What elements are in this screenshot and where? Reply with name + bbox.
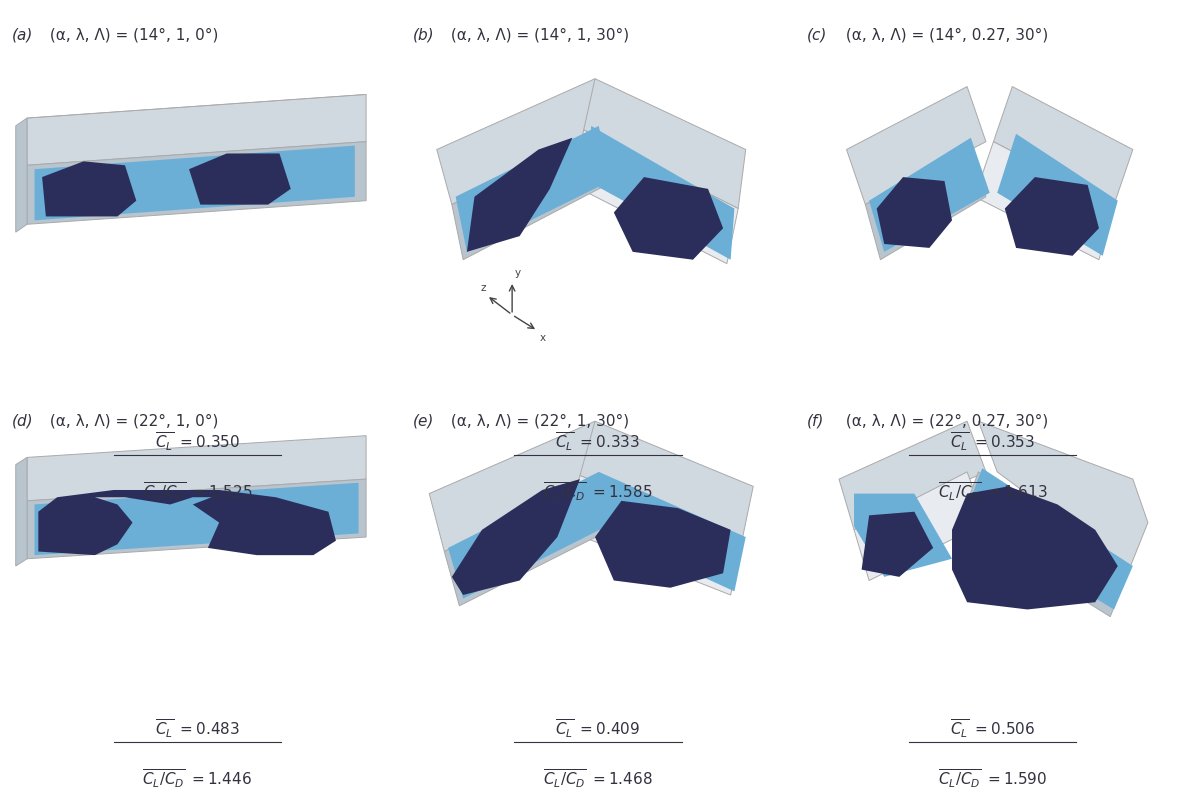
- Polygon shape: [35, 482, 359, 555]
- Polygon shape: [42, 161, 136, 216]
- Polygon shape: [429, 421, 610, 552]
- Text: $\overline{C_L/C_D}$ $= 1.613$: $\overline{C_L/C_D}$ $= 1.613$: [938, 480, 1048, 503]
- Polygon shape: [16, 118, 28, 232]
- Text: $\overline{C_L}$ $= 0.350$: $\overline{C_L}$ $= 0.350$: [154, 430, 240, 453]
- Polygon shape: [445, 475, 610, 606]
- Polygon shape: [16, 457, 28, 566]
- Text: (α, λ, Λ) = (14°, 1, 0°): (α, λ, Λ) = (14°, 1, 0°): [45, 28, 219, 42]
- Text: (e): (e): [413, 413, 434, 428]
- Polygon shape: [448, 472, 614, 599]
- Polygon shape: [573, 130, 738, 264]
- Polygon shape: [877, 177, 952, 248]
- Polygon shape: [584, 472, 746, 591]
- Polygon shape: [854, 493, 952, 577]
- Polygon shape: [28, 436, 366, 501]
- Text: z: z: [481, 283, 486, 293]
- Text: $\overline{C_L}$ $= 0.409$: $\overline{C_L}$ $= 0.409$: [555, 717, 641, 740]
- Text: (α, λ, Λ) = (14°, 1, 30°): (α, λ, Λ) = (14°, 1, 30°): [446, 28, 629, 42]
- Polygon shape: [38, 490, 336, 555]
- Polygon shape: [580, 421, 753, 541]
- Text: $\overline{C_L/C_D}$ $= 1.446$: $\overline{C_L/C_D}$ $= 1.446$: [142, 767, 252, 787]
- Polygon shape: [963, 468, 1133, 609]
- Text: (f): (f): [807, 413, 825, 428]
- Polygon shape: [840, 421, 986, 530]
- Text: (c): (c): [807, 28, 828, 42]
- Polygon shape: [35, 146, 355, 220]
- Polygon shape: [596, 501, 731, 588]
- Polygon shape: [28, 94, 366, 165]
- Polygon shape: [975, 142, 1113, 260]
- Polygon shape: [861, 512, 933, 577]
- Polygon shape: [587, 126, 734, 260]
- Polygon shape: [452, 479, 580, 595]
- Text: $\overline{C_L}$ $= 0.333$: $\overline{C_L}$ $= 0.333$: [555, 430, 641, 453]
- Text: (a): (a): [12, 28, 33, 42]
- Text: (d): (d): [12, 413, 33, 428]
- Text: (b): (b): [413, 28, 434, 42]
- Polygon shape: [614, 177, 724, 260]
- Text: $\overline{C_L}$ $= 0.483$: $\overline{C_L}$ $= 0.483$: [154, 717, 240, 740]
- Text: (α, λ, Λ) = (22°, 1, 30°): (α, λ, Λ) = (22°, 1, 30°): [446, 413, 629, 428]
- Text: y: y: [514, 268, 521, 278]
- Text: $\overline{C_L/C_D}$ $= 1.590$: $\overline{C_L/C_D}$ $= 1.590$: [939, 767, 1046, 787]
- Polygon shape: [437, 79, 606, 205]
- Text: (α, λ, Λ) = (14°, 0.27, 30°): (α, λ, Λ) = (14°, 0.27, 30°): [841, 28, 1048, 42]
- Text: $\overline{C_L/C_D}$ $= 1.525$: $\overline{C_L/C_D}$ $= 1.525$: [142, 480, 252, 503]
- Polygon shape: [28, 479, 366, 559]
- Polygon shape: [978, 421, 1148, 570]
- Polygon shape: [28, 142, 366, 224]
- Text: (α, λ, Λ) = (22°, 0.27, 30°): (α, λ, Λ) = (22°, 0.27, 30°): [841, 413, 1048, 428]
- Polygon shape: [869, 138, 990, 252]
- Polygon shape: [189, 153, 291, 205]
- Polygon shape: [994, 87, 1133, 205]
- Polygon shape: [854, 472, 986, 581]
- Text: $\overline{C_L}$ $= 0.506$: $\overline{C_L}$ $= 0.506$: [950, 717, 1036, 740]
- Polygon shape: [565, 475, 742, 595]
- Polygon shape: [959, 472, 1129, 617]
- Polygon shape: [997, 134, 1118, 256]
- Polygon shape: [866, 142, 986, 260]
- Polygon shape: [584, 79, 746, 209]
- Polygon shape: [847, 87, 986, 205]
- Polygon shape: [452, 130, 606, 260]
- Polygon shape: [1005, 177, 1099, 256]
- Text: x: x: [539, 333, 545, 343]
- Text: (α, λ, Λ) = (22°, 1, 0°): (α, λ, Λ) = (22°, 1, 0°): [45, 413, 219, 428]
- Polygon shape: [456, 126, 610, 252]
- Text: $\overline{C_L}$ $= 0.353$: $\overline{C_L}$ $= 0.353$: [950, 430, 1036, 453]
- Polygon shape: [952, 486, 1118, 609]
- Text: $\overline{C_L/C_D}$ $= 1.468$: $\overline{C_L/C_D}$ $= 1.468$: [543, 767, 653, 787]
- Text: $\overline{C_L/C_D}$ $= 1.585$: $\overline{C_L/C_D}$ $= 1.585$: [543, 480, 653, 503]
- Polygon shape: [466, 138, 573, 252]
